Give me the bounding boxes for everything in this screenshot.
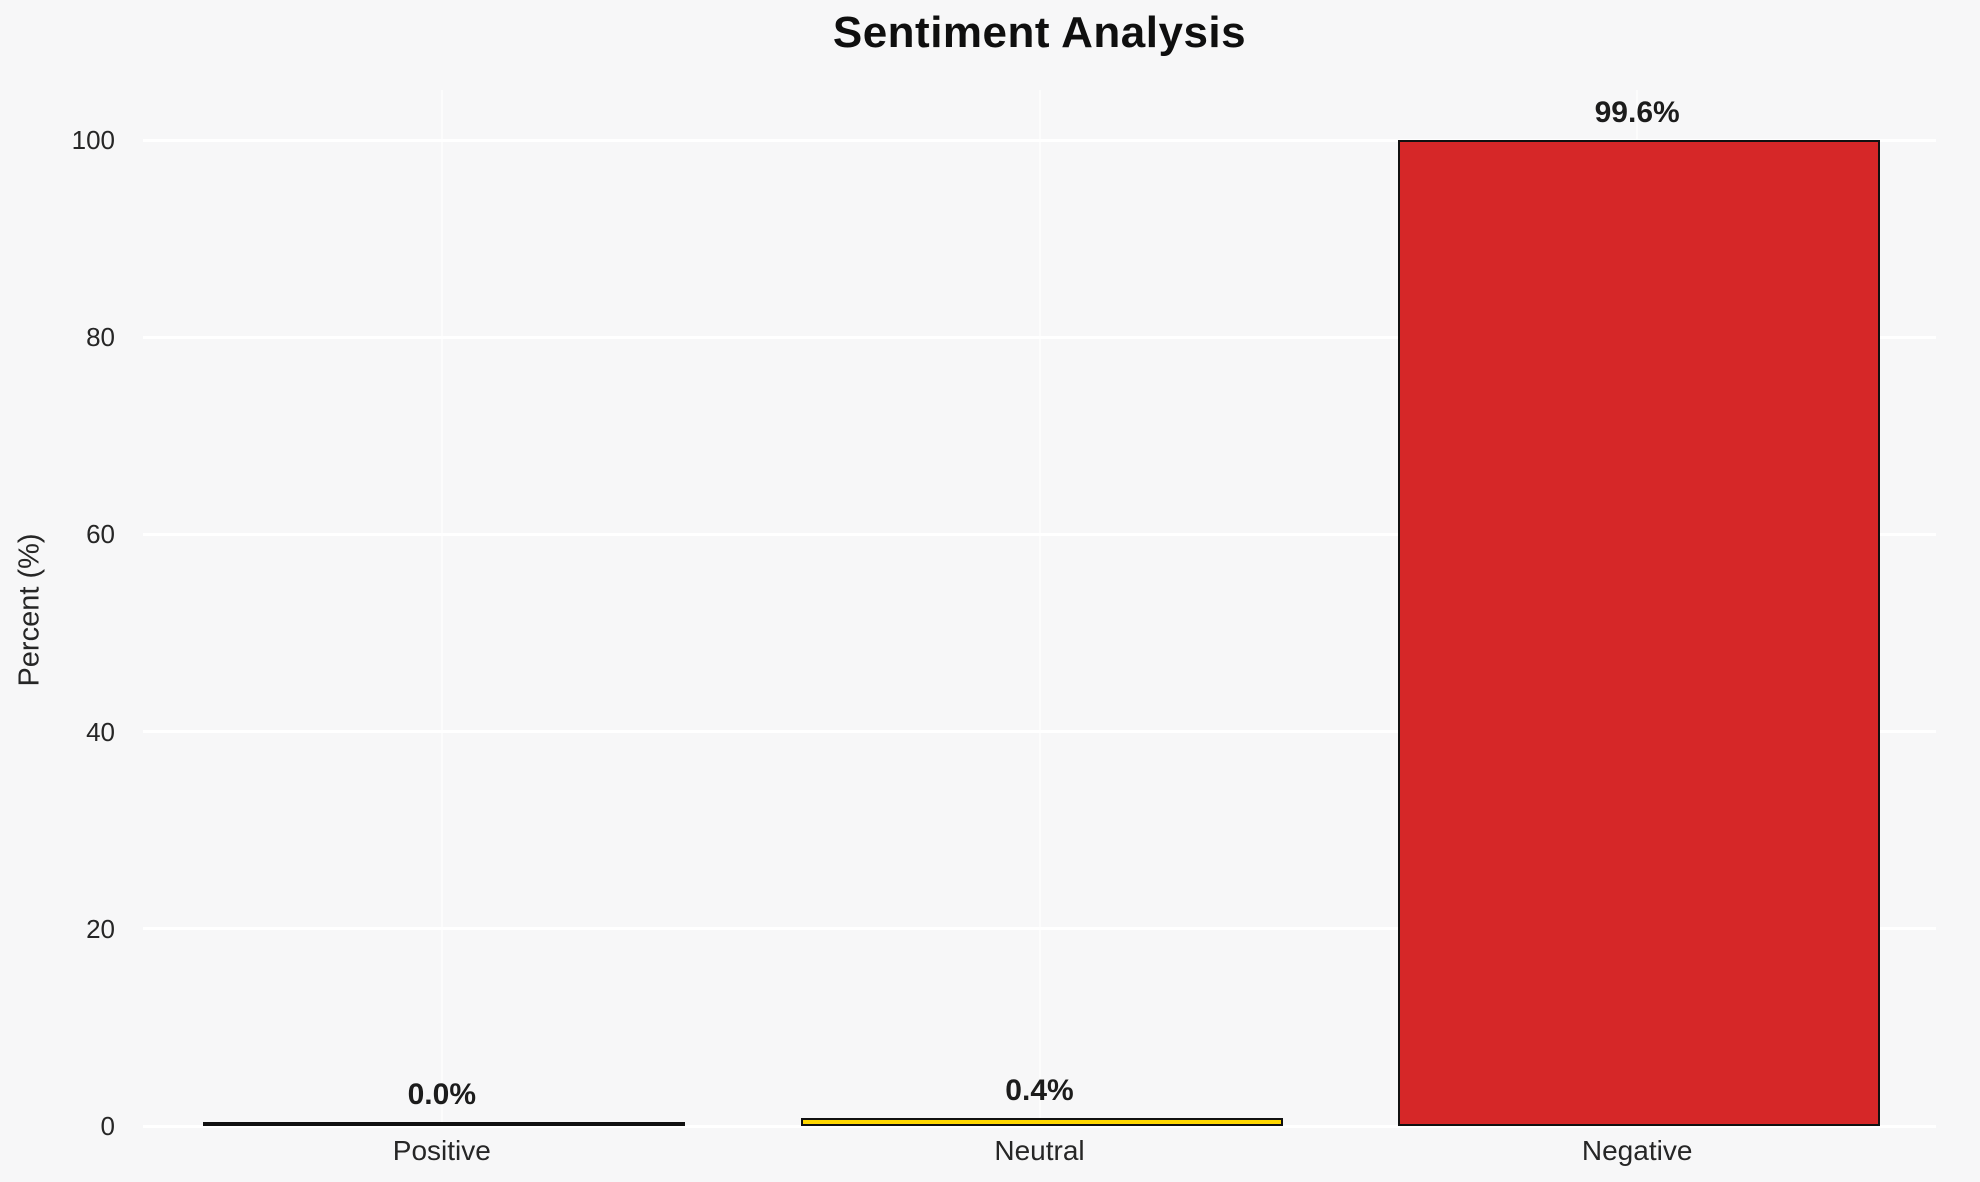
gridline-x-positive xyxy=(440,90,443,1126)
chart-title: Sentiment Analysis xyxy=(832,8,1247,57)
y-tick-label-40: 40 xyxy=(86,716,115,747)
x-tick-label-negative: Negative xyxy=(1581,1135,1693,1166)
bar-negative xyxy=(1398,139,1881,1126)
bar-value-label-positive: 0.0% xyxy=(407,1078,477,1111)
y-tick-label-60: 60 xyxy=(86,519,115,550)
y-tick-label-100: 100 xyxy=(71,125,115,155)
y-tick-label-80: 80 xyxy=(86,322,115,353)
y-axis-title-text: Percent (%) xyxy=(13,533,46,687)
bar-positive xyxy=(202,1122,685,1126)
x-tick-label-positive: Positive xyxy=(392,1135,491,1166)
y-tick-label-0: 0 xyxy=(100,1111,115,1141)
y-tick-label-20: 20 xyxy=(86,913,115,944)
bar-value-label-neutral: 0.4% xyxy=(1005,1074,1074,1108)
x-tick-label-neutral: Neutral xyxy=(994,1135,1085,1166)
gridline-x-neutral xyxy=(1038,90,1041,1126)
bar-value-label-negative: 99.6% xyxy=(1594,95,1680,129)
bar-neutral xyxy=(800,1118,1283,1126)
plot-area: 0.0% 0.4% 99.6% xyxy=(143,90,1936,1128)
gridline-y-0 xyxy=(143,1124,1936,1128)
